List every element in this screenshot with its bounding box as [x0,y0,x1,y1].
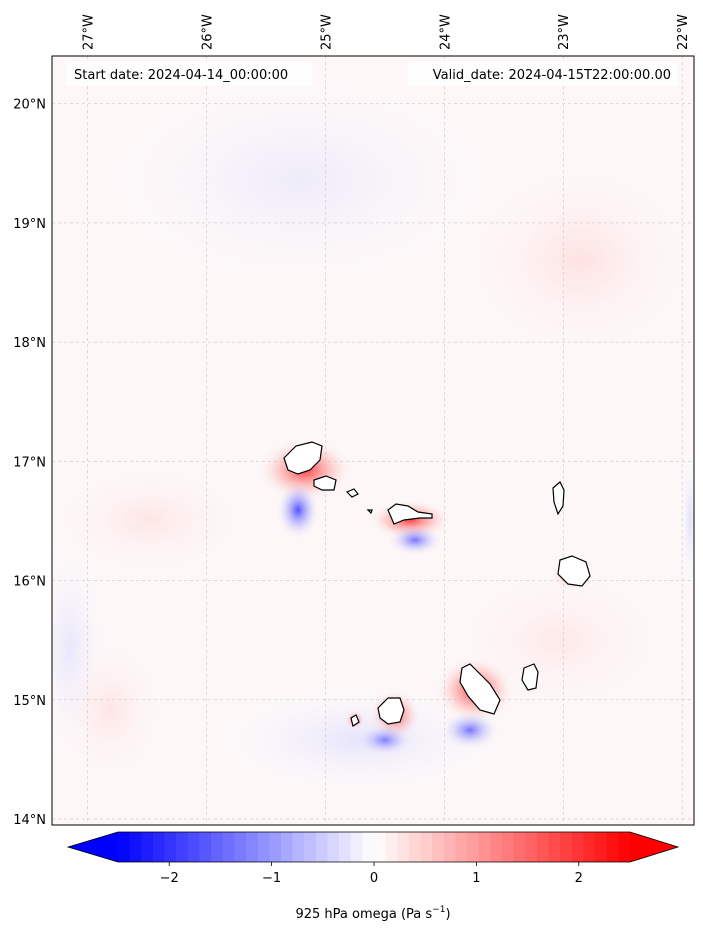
island-branco [366,509,373,515]
map-frame [51,55,695,826]
colorbar-cell [187,832,201,862]
valid-date-text: Valid_date: 2024-04-15T22:00:00.00 [433,68,671,83]
colorbar-cell [211,832,224,862]
colorbar-cell [374,832,387,862]
colorbar-cell [164,832,177,862]
island-santa-luzia [345,488,359,498]
longitude-tick-labels: 27°W 26°W 25°W 24°W 23°W 22°W [82,14,691,50]
colorbar-cell [432,832,445,862]
colorbar-cells [118,832,631,862]
colorbar-cell [443,832,457,862]
colorbar-cell [571,832,585,862]
island-brava [350,714,360,727]
colorbar-cell [222,832,235,862]
colorbar-cell [618,832,631,862]
latitude-tick-labels: 20°N 19°N 18°N 17°N 16°N 15°N 14°N [13,98,46,828]
colorbar-outline [66,831,680,863]
lon-tick-label: 22°W [676,14,691,50]
colorbar-extend-min [68,832,118,862]
island-fogo [377,697,405,725]
colorbar-cell [176,832,189,862]
lat-tick-label: 15°N [13,694,46,709]
colorbar-cell [280,832,294,862]
lon-tick-label: 24°W [438,14,453,50]
lon-tick-label: 26°W [201,14,216,50]
lat-tick-label: 20°N [13,98,46,113]
colorbar-label: 925 hPa omega (Pa s−1) [295,905,450,922]
colorbar-cell [269,832,282,862]
colorbar-cell [513,832,526,862]
colorbar: −2 −1 0 1 2 925 hPa omega (Pa s−1) [66,831,680,922]
colorbar-tick-label: −1 [262,871,281,886]
colorbar-cell [408,832,422,862]
colorbar-cell [129,832,142,862]
colorbar-cell [606,832,619,862]
lon-tick-label: 25°W [319,14,334,50]
colorbar-cell [327,832,340,862]
colorbar-extend-max [630,832,678,862]
colorbar-cell [234,832,247,862]
island-sal [552,481,565,516]
lon-tick-label: 27°W [82,14,97,50]
colorbar-cell [199,832,212,862]
colorbar-cell [455,832,468,862]
island-maio [521,663,539,691]
colorbar-tick-label: 0 [370,871,378,886]
island-santiago [459,663,501,715]
colorbar-tick-label: 2 [575,871,583,886]
colorbar-cell [292,832,305,862]
colorbar-cell [397,832,410,862]
colorbar-cell [141,832,154,862]
colorbar-cell [350,832,363,862]
colorbar-cell [246,832,259,862]
colorbar-cell [560,832,573,862]
map-field [52,56,694,825]
colorbar-cell [420,832,433,862]
colorbar-tick-label: 1 [472,871,480,886]
colorbar-cell [502,832,515,862]
island-sao-nicolau [387,503,433,525]
start-date-box: Start date: 2024-04-14_00:00:00 [66,62,312,86]
lon-tick-label: 23°W [557,14,572,50]
colorbar-tick-label: −2 [160,871,179,886]
colorbar-cell [152,832,166,862]
colorbar-cell [478,832,491,862]
valid-date-box: Valid_date: 2024-04-15T22:00:00.00 [408,62,678,86]
colorbar-cell [315,832,329,862]
colorbar-cell [583,832,596,862]
colorbar-cell [339,832,352,862]
start-date-text: Start date: 2024-04-14_00:00:00 [74,68,288,83]
colorbar-cell [257,832,270,862]
island-boa-vista [557,555,591,587]
colorbar-cell [536,832,550,862]
lat-tick-label: 19°N [13,217,46,232]
colorbar-cell [304,832,317,862]
colorbar-cell [385,832,398,862]
lat-tick-label: 16°N [13,575,46,590]
lat-tick-label: 17°N [13,455,46,470]
colorbar-cell [118,832,131,862]
colorbar-cell [525,832,538,862]
colorbar-cell [362,832,375,862]
lat-tick-label: 18°N [13,336,46,351]
lat-tick-label: 14°N [13,813,46,828]
colorbar-cell [467,832,480,862]
colorbar-cell [548,832,561,862]
colorbar-cell [595,832,608,862]
colorbar-cell [490,832,503,862]
island-sao-vicente [313,475,337,491]
island-santo-antao [283,441,323,475]
colorbar-ticks: −2 −1 0 1 2 [160,862,583,886]
coastlines [283,441,591,727]
